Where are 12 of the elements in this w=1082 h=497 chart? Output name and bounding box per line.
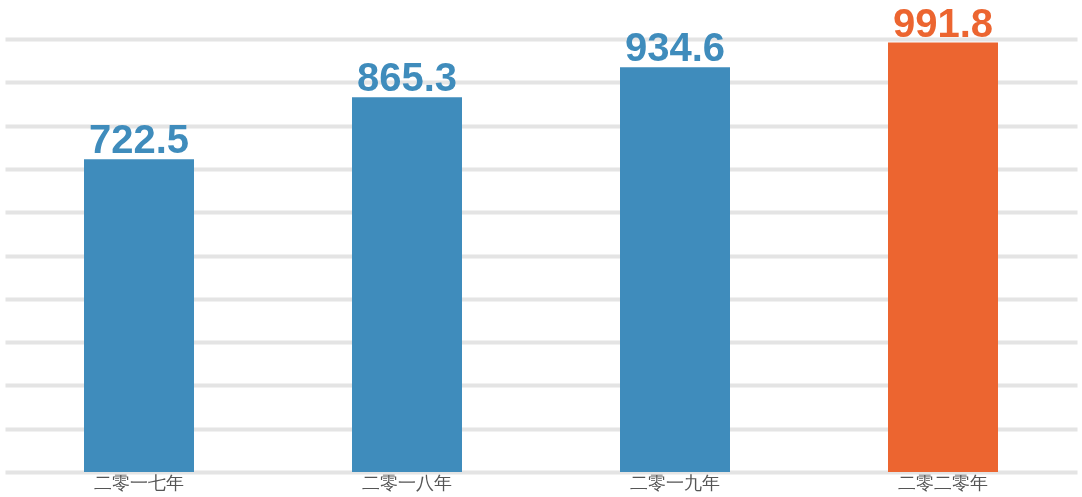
bar [888,42,998,472]
x-tick-label: 二零二零年 [898,471,988,493]
data-label: 865.3 [356,55,458,100]
data-label: 722.5 [88,117,190,162]
x-tick-label: 二零一八年 [362,471,452,493]
x-tick-label: 二零一九年 [630,471,720,493]
bar [352,97,462,472]
bar [620,67,730,472]
bar [84,159,194,472]
data-label: 934.6 [624,25,726,70]
x-tick-label: 二零一七年 [94,471,184,493]
data-label: 991.8 [892,0,994,45]
